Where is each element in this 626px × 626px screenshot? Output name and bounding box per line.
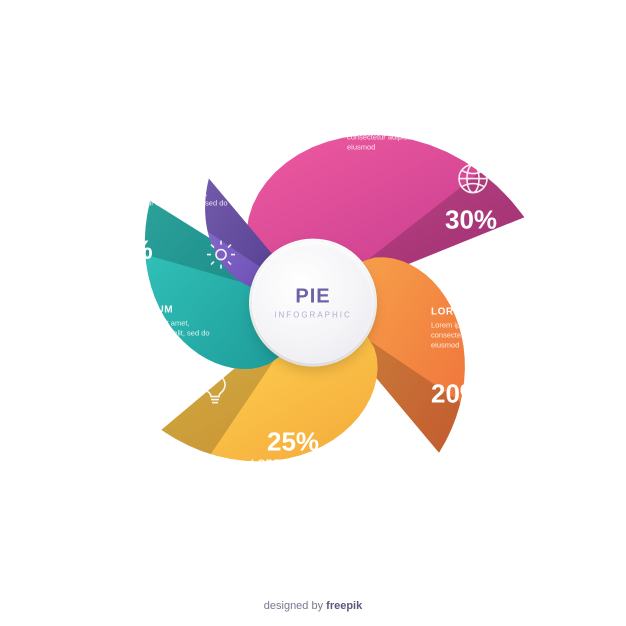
center-subtitle: INFOGRAPHIC: [274, 311, 352, 320]
center-title: PIE: [295, 286, 330, 309]
globe-icon: [453, 159, 493, 199]
segment-label-teal: LOREM IPSUM Lorem ipsum dolor sit amet, c…: [97, 305, 247, 349]
segment-desc: Lorem ipsum dolor sit amet, consectetur …: [115, 189, 245, 219]
segment-percent-teal: 20%: [111, 371, 261, 408]
segment-percent-orange: 20%: [431, 373, 581, 410]
segment-label-purple: LOREM IPSUM Lorem ipsum dolor sit amet, c…: [115, 175, 265, 219]
trophy-icon: [471, 273, 511, 313]
segment-title: LOREM IPSUM: [115, 175, 265, 186]
watermark: designed by freepik: [0, 600, 626, 612]
segment-label-magenta: LOREM IPSUM Lorem ipsum dolor sit amet, c…: [347, 109, 497, 153]
gear-icon: [201, 235, 241, 275]
segment-desc: Lorem ipsum dolor sit amet, consectetur …: [97, 319, 227, 349]
segment-desc: Lorem ipsum dolor sit amet, consectetur …: [431, 321, 561, 351]
segment-percent-purple: 5%: [115, 229, 265, 266]
segment-title: LOREM IPSUM: [97, 305, 247, 316]
watermark-brand: freepik: [326, 600, 362, 612]
bulb-icon: [195, 369, 235, 409]
segment-desc: Lorem ipsum dolor sit amet, consectetur …: [251, 473, 381, 503]
segment-percent-magenta: 30%: [445, 199, 595, 236]
target-icon: [353, 431, 393, 471]
watermark-prefix: designed by: [264, 600, 326, 612]
segment-title: LOREM IPSUM: [347, 109, 497, 120]
segment-desc: Lorem ipsum dolor sit amet, consectetur …: [347, 123, 477, 153]
center-disc: PIE INFOGRAPHIC: [252, 242, 374, 364]
pie-infographic: LOREM IPSUM Lorem ipsum dolor sit amet, c…: [53, 43, 573, 563]
segment-label-orange: LOREM IPSUMLorem ipsum dolor sit amet, c…: [431, 307, 581, 351]
segment-percent-yellow: 25%: [267, 421, 417, 458]
